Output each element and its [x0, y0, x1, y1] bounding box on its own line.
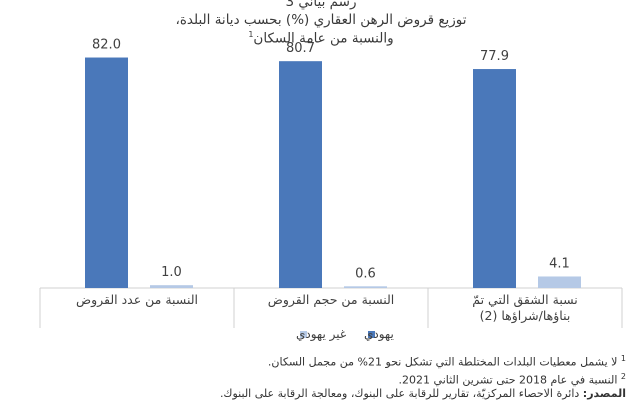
data-label: 80.7 — [286, 41, 315, 56]
legend-swatch-jewish — [368, 331, 375, 338]
bar-jewish — [85, 57, 128, 289]
chart-title-footnote-mark: 1 — [248, 30, 254, 39]
source-text: دائرة الاحصاء المركزيّة، تقارير للرقابة … — [219, 387, 580, 401]
footnote-2: 2 النسبة في عام 2018 حتى تشرين الثاني 20… — [16, 370, 626, 388]
footnote-2-text: النسبة في عام 2018 حتى تشرين الثاني 2021… — [398, 373, 618, 387]
chart-caption: رسم بياني 3 — [285, 0, 357, 10]
source-label: المصدر: — [582, 387, 626, 401]
bar-non-jewish — [538, 276, 581, 288]
footnote-1: 1 لا يشمل معطيات البلدات المختلطة التي ت… — [16, 352, 626, 370]
footnotes: 1 لا يشمل معطيات البلدات المختلطة التي ت… — [16, 352, 626, 401]
data-label: 4.1 — [549, 256, 570, 271]
data-label: 82.0 — [92, 38, 121, 53]
category-label: النسبة من عدد القروض — [76, 292, 198, 308]
footnote-1-num: 1 — [620, 354, 626, 363]
chart-title-line2-text: والنسبة من عامة السكان — [253, 30, 394, 47]
data-label: 1.0 — [161, 265, 182, 280]
category-label: بناؤها/شراؤها (2) — [480, 308, 571, 324]
bar-non-jewish — [150, 285, 193, 288]
chart-plot: 82.0 1.0 النسبة من عدد القروض 80.7 0.6 النسبة… — [39, 38, 623, 342]
category-label: نسبة الشقق التي تمّ — [472, 292, 577, 308]
data-label: 0.6 — [355, 266, 376, 281]
footnote-2-num: 2 — [620, 371, 626, 381]
bar-non-jewish — [344, 286, 387, 288]
bar-jewish — [279, 61, 322, 288]
legend-label-jewish: يهودي — [364, 327, 394, 342]
category-label: النسبة من حجم القروض — [268, 292, 395, 308]
bar-jewish — [473, 69, 516, 288]
legend-swatch-non-jewish — [300, 331, 307, 338]
legend-label-non-jewish: غير يهودي — [296, 327, 346, 342]
source-note: المصدر: دائرة الاحصاء المركزيّة، تقارير … — [16, 387, 626, 401]
data-label: 77.9 — [480, 49, 509, 64]
chart-title-line1: توزيع قروض الرهن العقاري (%) بحسب ديانة … — [175, 12, 467, 28]
footnote-1-text: لا يشمل معطيات البلدات المختلطة التي تشك… — [267, 355, 618, 369]
chart-title-line2: والنسبة من عامة السكان1 — [0, 30, 642, 47]
